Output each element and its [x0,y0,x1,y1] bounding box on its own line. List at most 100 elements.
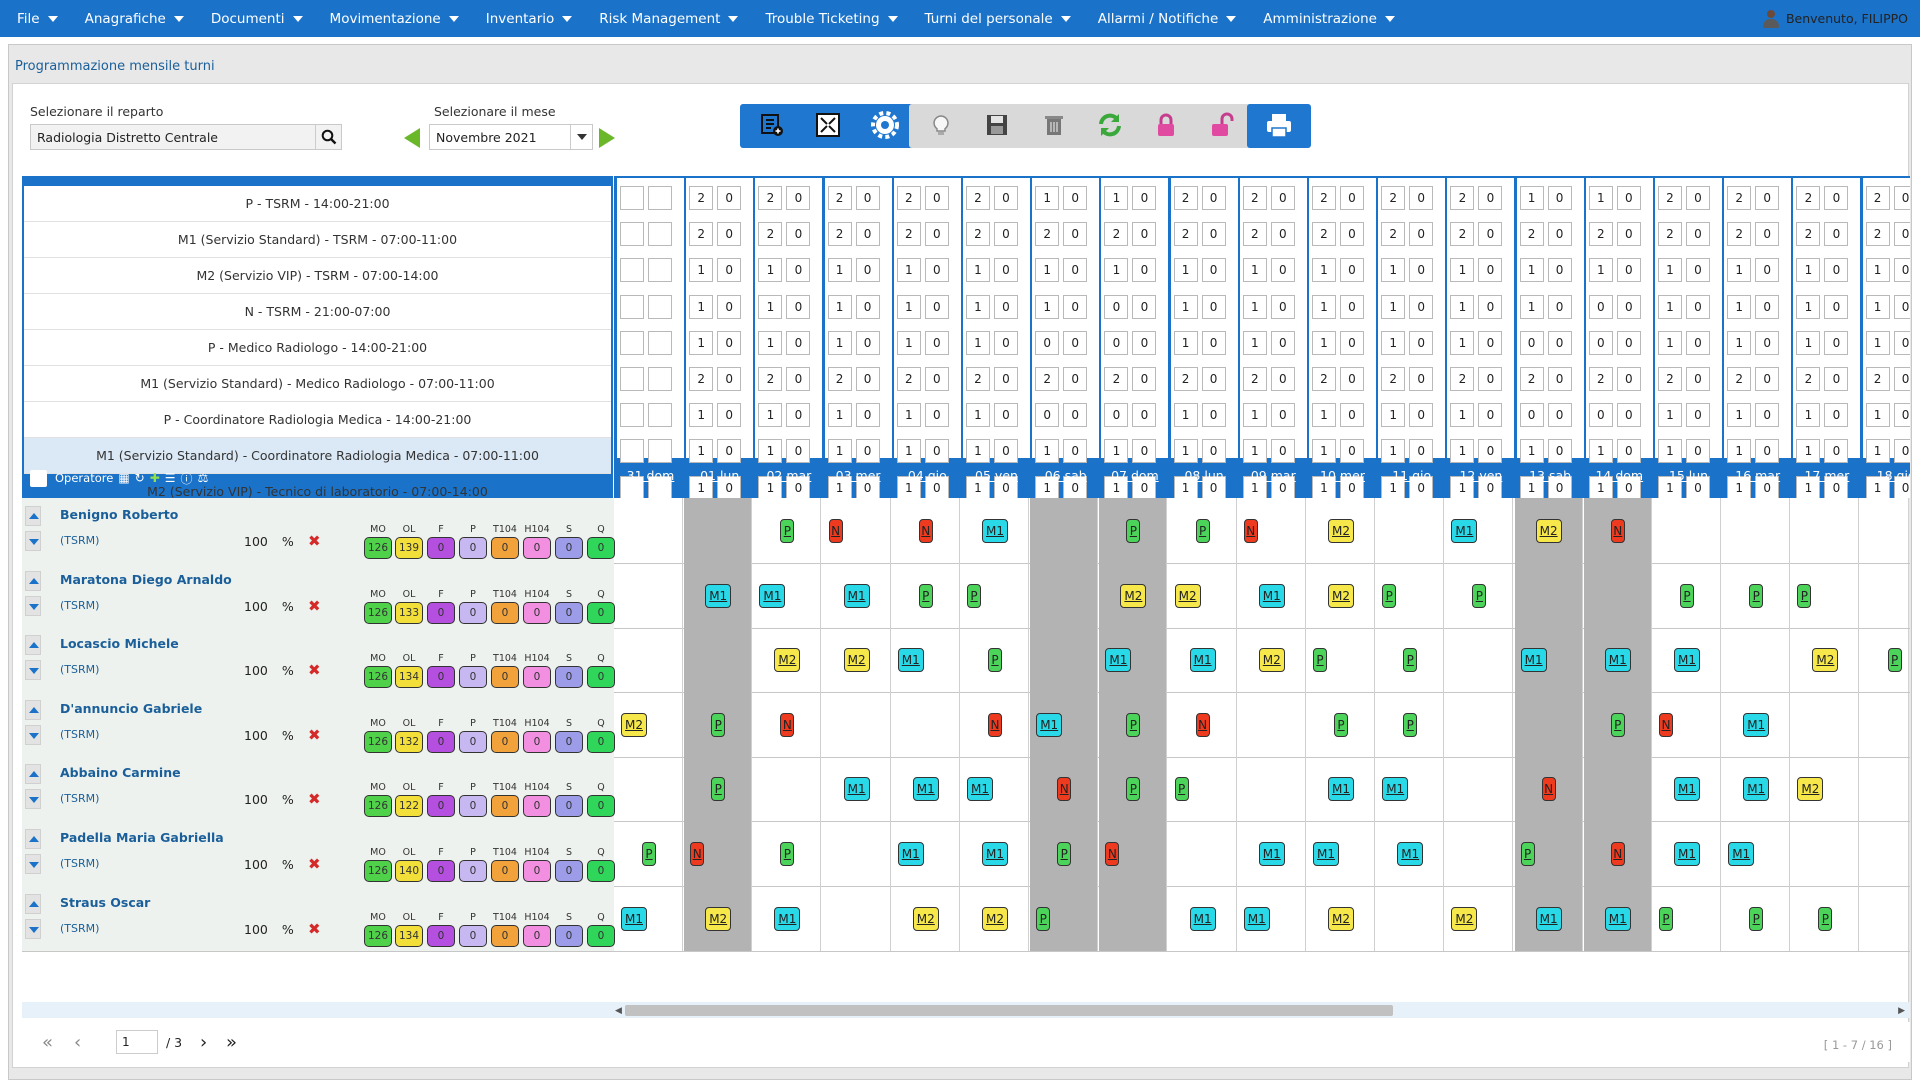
requirement-cell[interactable]: 2 [1588,222,1613,247]
requirement-cell[interactable]: 1 [1173,439,1198,464]
shift-cell[interactable]: M1 [684,562,753,628]
requirement-cell[interactable]: 0 [1340,294,1364,319]
requirement-cell[interactable]: 1 [1658,475,1682,498]
requirement-cell[interactable]: 0 [717,330,742,355]
requirement-cell[interactable]: 0 [1063,294,1088,319]
shift-m2-badge[interactable]: M2 [1797,777,1824,802]
requirement-cell[interactable]: 1 [1796,475,1821,498]
shift-cell[interactable] [1653,498,1721,563]
shift-p-badge[interactable]: P [967,583,981,608]
day-header[interactable]: 05 ven [975,468,1018,483]
shift-cell[interactable]: M1 [961,498,1029,563]
day-header[interactable]: 06 sab [1044,468,1087,483]
requirement-cell[interactable]: 0 [1616,475,1641,498]
move-up-icon[interactable] [25,893,41,914]
requirement-cell[interactable]: 2 [1450,367,1475,391]
requirement-cell[interactable]: 2 [758,222,783,247]
sort-list-icon[interactable]: ☰ [164,471,176,485]
shift-p-badge[interactable]: P [1520,842,1535,866]
shift-cell[interactable]: M2 [1307,885,1375,951]
requirement-cell[interactable]: 0 [1270,186,1295,210]
requirement-cell[interactable]: 1 [1381,330,1406,355]
shift-cell[interactable] [823,821,891,886]
shift-cell[interactable]: P [1376,691,1445,757]
requirement-cell[interactable]: 0 [1270,439,1295,464]
requirement-cell[interactable]: 2 [1588,367,1613,391]
requirement-cell[interactable]: 0 [1616,439,1641,464]
shift-m2-badge[interactable]: M2 [1535,519,1562,543]
expand-button[interactable] [796,104,861,148]
shift-cell[interactable]: M1 [961,821,1029,886]
requirement-cell[interactable]: 0 [1340,439,1364,464]
shift-cell[interactable]: M1 [892,821,960,886]
shift-cell[interactable]: P [1653,885,1721,951]
shift-m1-badge[interactable]: M1 [1674,842,1700,866]
shift-cell[interactable]: M1 [1030,691,1099,757]
shift-cell[interactable]: M2 [753,627,822,693]
shift-cell[interactable]: P [1099,756,1168,822]
requirement-cell[interactable]: 0 [1409,222,1434,247]
requirement-cell[interactable]: 0 [1588,330,1613,355]
requirement-cell[interactable]: 2 [1312,367,1336,391]
shift-n-badge[interactable]: N [1610,842,1625,866]
shift-cell[interactable]: M1 [1722,821,1791,886]
requirement-cell[interactable]: 1 [1727,439,1752,464]
shift-p-badge[interactable]: P [642,842,656,866]
requirement-cell[interactable]: 0 [1893,186,1910,210]
requirement-cell[interactable]: 0 [717,294,742,319]
requirement-cell[interactable]: 0 [1270,330,1295,355]
requirement-cell[interactable]: 1 [689,475,714,498]
requirement-cell[interactable]: 0 [786,294,811,319]
shift-cell[interactable]: N [1514,756,1583,822]
requirement-cell[interactable]: 2 [1519,367,1544,391]
shift-m1-badge[interactable]: M1 [1520,648,1547,673]
requirement-cell[interactable]: 0 [1755,330,1780,355]
shift-cell[interactable]: P [1030,821,1099,886]
shift-m1-badge[interactable]: M1 [1674,777,1700,802]
delete-icon[interactable]: ✖ [308,919,321,938]
requirement-cell[interactable]: 0 [994,330,1018,355]
shift-cell[interactable]: N [1238,498,1306,563]
shift-m1-badge[interactable]: M1 [1036,712,1063,737]
shift-cell[interactable]: M1 [892,756,960,822]
requirement-cell[interactable]: 0 [1616,403,1641,428]
day-header[interactable]: 01 lun [700,468,740,483]
shift-cell[interactable]: P [1307,691,1375,757]
requirement-cell[interactable]: 0 [1063,258,1088,283]
requirement-cell[interactable]: 1 [1519,186,1544,210]
shift-cell[interactable] [615,498,683,563]
requirement-cell[interactable]: 2 [1242,222,1267,247]
requirement-cell[interactable]: 1 [1450,439,1475,464]
requirement-cell[interactable]: 2 [1658,367,1682,391]
requirement-cell[interactable]: 1 [966,258,990,283]
requirement-cell[interactable]: 0 [994,403,1018,428]
requirement-cell[interactable]: 1 [758,330,783,355]
requirement-cell[interactable]: 0 [1104,330,1129,355]
requirement-cell[interactable]: 1 [1727,330,1752,355]
shift-cell[interactable]: M1 [1307,756,1375,822]
requirement-cell[interactable]: 0 [924,294,949,319]
trash-button[interactable] [1021,104,1086,148]
shift-p-badge[interactable]: P [1403,648,1418,673]
requirement-cell[interactable]: 0 [1201,186,1226,210]
shift-cell[interactable] [615,562,683,628]
menu-file[interactable]: File [0,0,68,37]
requirement-cell[interactable]: 2 [758,186,783,210]
requirement-cell[interactable]: 0 [1035,330,1060,355]
requirement-cell[interactable]: 0 [1340,186,1364,210]
requirement-cell[interactable]: 2 [1312,186,1336,210]
shift-cell[interactable]: P [1791,562,1860,628]
shift-cell[interactable]: M1 [1514,885,1583,951]
requirement-cell[interactable]: 0 [1409,403,1434,428]
requirement-cell[interactable]: 0 [1755,222,1780,247]
shift-m1-badge[interactable]: M1 [843,777,870,802]
requirement-cell[interactable]: 0 [1063,186,1088,210]
shift-cell[interactable]: M2 [1514,498,1583,563]
shift-n-badge[interactable]: N [1541,777,1556,802]
requirement-cell[interactable]: 1 [1381,403,1406,428]
requirement-cell[interactable]: 2 [1173,367,1198,391]
shift-p-badge[interactable]: P [780,842,795,866]
day-header[interactable]: 31 dom [626,468,675,483]
requirement-cell[interactable]: 1 [1588,439,1613,464]
requirement-cell[interactable]: 0 [924,186,949,210]
